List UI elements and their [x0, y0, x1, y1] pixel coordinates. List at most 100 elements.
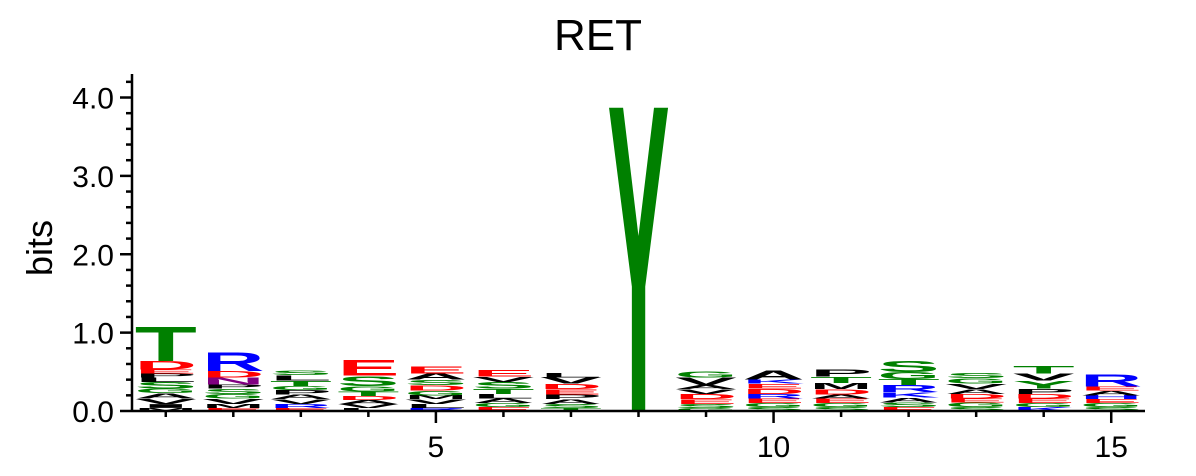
logo-letter-l: L: [405, 403, 467, 409]
logo-letter-g: G: [878, 370, 940, 381]
logo-letter-p: P: [540, 393, 602, 400]
logo-letter-k: K: [878, 391, 940, 399]
logo-letter-g: G: [1013, 402, 1075, 408]
logo-letter-l: L: [135, 376, 197, 383]
logo-letter-s: S: [472, 381, 534, 391]
logo-letter-a: A: [472, 397, 534, 404]
logo-letter-e: E: [1080, 398, 1142, 404]
logo-letter-a: A: [675, 384, 737, 390]
logo-letter-d: D: [675, 392, 737, 400]
logo-letter-r: R: [202, 346, 264, 377]
logo-letter-e: E: [675, 398, 737, 405]
logo-letter-t: T: [337, 390, 399, 397]
logo-letter-e: E: [540, 388, 602, 397]
logo-letter-g: G: [405, 390, 467, 397]
logo-letter-m: M: [202, 403, 264, 409]
y-tick-label: 4.0: [72, 83, 114, 116]
logo-letter-d: D: [810, 388, 872, 396]
logo-letter-g: G: [675, 370, 737, 380]
logo-letter-s: S: [675, 403, 737, 409]
logo-letter-a: A: [878, 396, 940, 403]
x-tick-label: 15: [1095, 431, 1128, 464]
logo-letter-a: A: [743, 368, 805, 383]
logo-letter-g: G: [270, 385, 332, 391]
logo-letter-t: T: [1013, 364, 1075, 376]
logo-letter-v: V: [202, 397, 264, 406]
logo-letter-t: T: [540, 407, 602, 412]
y-axis-label: bits: [19, 220, 60, 276]
logo-letter-a: A: [810, 394, 872, 400]
logo-letter-e: E: [742, 397, 804, 404]
logo-letter-r: R: [270, 403, 332, 409]
logo-letter-l: L: [270, 374, 332, 382]
logo-letters: MIVAGSLPEDTEMVGSPNDRERVAPGTLSLVADTGSERLV…: [135, 13, 1143, 476]
logo-letter-r: R: [742, 393, 804, 400]
logo-letter-v: V: [675, 375, 737, 387]
logo-letter-l: L: [472, 393, 534, 400]
logo-letter-a: A: [337, 399, 399, 405]
logo-letter-e: E: [742, 382, 804, 389]
logo-letter-d: D: [945, 393, 1007, 400]
logo-letter-t: T: [810, 375, 872, 385]
logo-letter-g: G: [337, 385, 399, 393]
logo-letter-d: D: [540, 382, 602, 390]
chart-title: RET: [554, 11, 642, 60]
logo-letter-a: A: [540, 398, 602, 405]
logo-letter-p: P: [270, 389, 332, 396]
logo-letter-s: S: [135, 381, 197, 391]
logo-letter-r: R: [405, 407, 467, 412]
logo-letter-e: E: [472, 406, 534, 412]
logo-letter-y: Y: [1013, 379, 1075, 391]
logo-letter-e: E: [337, 356, 399, 380]
logo-letter-g: G: [202, 393, 264, 400]
logo-letter-e: E: [405, 365, 467, 376]
logo-letter-e: E: [810, 397, 872, 404]
logo-letter-s: S: [878, 401, 940, 408]
logo-letter-s: S: [945, 406, 1007, 412]
logo-letter-e: E: [1013, 397, 1075, 404]
logo-letter-v: V: [675, 388, 737, 395]
logo-letter-s: S: [945, 371, 1007, 380]
logo-letter-r: R: [1080, 371, 1142, 390]
logo-letter-s: S: [405, 378, 467, 387]
logo-letter-g: G: [675, 407, 737, 412]
logo-letter-l: L: [337, 407, 399, 412]
logo-letter-g: G: [743, 402, 805, 408]
logo-letter-n: N: [202, 376, 264, 387]
logo-letter-a: A: [405, 372, 467, 382]
logo-letter-p: P: [135, 372, 197, 378]
logo-letter-e: E: [472, 369, 534, 379]
y-tick-label: 2.0: [72, 239, 114, 272]
logo-letter-g: G: [135, 387, 197, 394]
logo-letter-s: S: [270, 369, 332, 376]
logo-letter-l: L: [540, 371, 602, 378]
logo-letter-e: E: [945, 397, 1007, 403]
logo-letter-a: A: [270, 393, 332, 400]
logo-letter-e: E: [202, 407, 264, 412]
logo-letter-v: V: [405, 398, 467, 405]
logo-letter-m: M: [810, 381, 872, 391]
logo-letter-s: S: [1080, 406, 1142, 412]
logo-letter-m: M: [405, 394, 467, 400]
y-tick-label: 3.0: [72, 161, 114, 194]
logo-letter-a: A: [945, 388, 1007, 395]
logo-letter-g: G: [472, 402, 534, 408]
logo-letter-s: S: [540, 403, 602, 409]
logo-letter-p: P: [1013, 387, 1075, 396]
logo-letter-s: S: [878, 358, 940, 375]
logo-letter-g: G: [1080, 402, 1142, 408]
logo-letter-v: V: [1013, 372, 1075, 383]
x-tick-label: 5: [428, 431, 445, 464]
logo-letter-v: V: [945, 382, 1007, 391]
logo-letter-d: D: [742, 387, 804, 395]
logo-letter-g: G: [945, 377, 1007, 385]
logo-letter-d: D: [1013, 393, 1075, 400]
logo-letter-g: G: [945, 401, 1007, 408]
logo-letter-a: A: [135, 392, 197, 400]
logo-letter-d: D: [135, 359, 197, 372]
logo-letter-p: P: [810, 368, 872, 379]
logo-letter-e: E: [270, 407, 332, 412]
logo-letter-h: H: [1080, 394, 1142, 400]
logo-letter-d: D: [337, 395, 399, 401]
